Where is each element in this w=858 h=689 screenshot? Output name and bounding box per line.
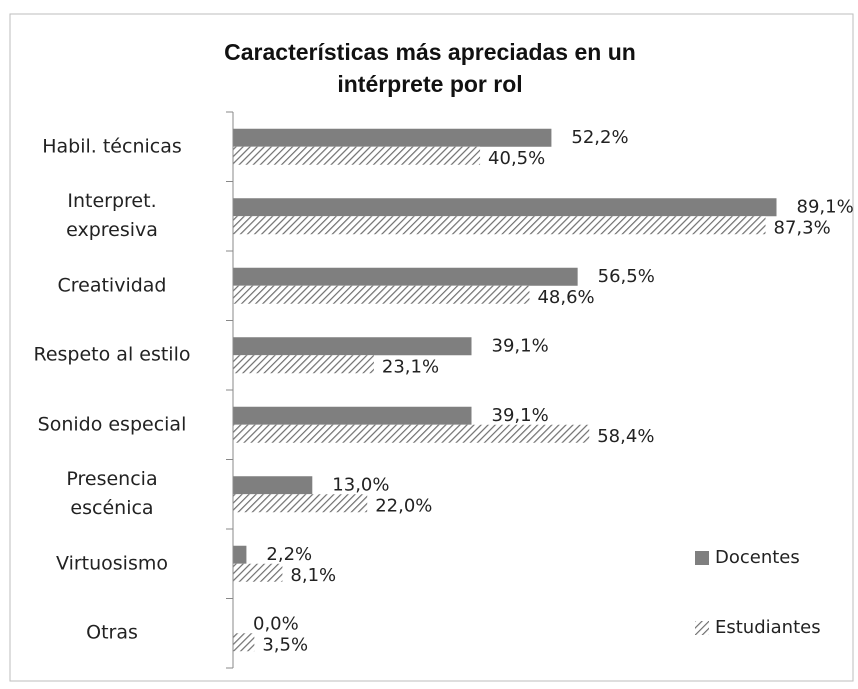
data-label: 58,4%	[597, 426, 654, 447]
data-label: 89,1%	[797, 196, 854, 217]
y-tick-label: Respeto al estilo	[33, 343, 191, 366]
data-label: 40,5%	[488, 148, 545, 169]
bar	[233, 128, 552, 147]
y-tick-label: Otras	[86, 621, 138, 644]
bar	[233, 267, 578, 286]
bar	[233, 285, 530, 304]
bar	[233, 198, 777, 217]
bar	[233, 424, 590, 443]
data-label: 22,0%	[375, 495, 432, 516]
bar	[233, 337, 472, 356]
bar	[233, 146, 481, 165]
data-label: 87,3%	[774, 217, 831, 238]
bar	[233, 545, 247, 564]
bar	[233, 355, 374, 374]
chart-title: Características más apreciadas en un int…	[224, 39, 636, 97]
bar	[233, 563, 283, 582]
y-tick-label: Virtuosismo	[56, 552, 168, 575]
data-label: 56,5%	[598, 266, 655, 287]
data-label: 2,2%	[266, 544, 312, 565]
y-tick-label: Creatividad	[57, 274, 167, 297]
data-label: 23,1%	[382, 356, 439, 377]
bar	[233, 216, 766, 235]
y-tick-label: Presencia escénica	[66, 468, 158, 520]
legend-label: Estudiantes	[715, 617, 821, 638]
data-label: 48,6%	[537, 287, 594, 308]
y-tick-label: Habil. técnicas	[42, 135, 182, 158]
data-label: 8,1%	[290, 565, 336, 586]
bar	[233, 406, 472, 425]
bar	[233, 494, 368, 513]
data-label: 52,2%	[571, 127, 628, 148]
data-label: 39,1%	[492, 405, 549, 426]
y-tick-label: Interpret. expresiva	[66, 190, 158, 242]
data-label: 13,0%	[332, 474, 389, 495]
data-label: 3,5%	[262, 634, 308, 655]
legend-swatch	[695, 621, 709, 635]
legend-swatch	[695, 551, 709, 565]
data-label: 0,0%	[253, 613, 299, 634]
legend-label: Docentes	[715, 547, 800, 568]
bar	[233, 476, 313, 495]
bar	[233, 633, 255, 652]
y-tick-label: Sonido especial	[37, 413, 187, 436]
data-label: 39,1%	[492, 335, 549, 356]
